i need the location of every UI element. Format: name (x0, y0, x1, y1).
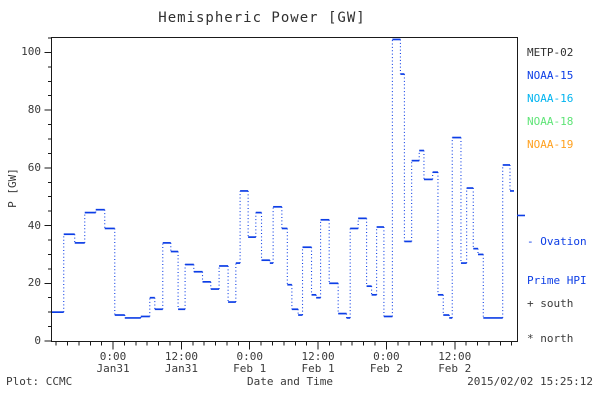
x-tick-time: 12:00 (438, 350, 472, 363)
x-tick-date: Feb 2 (369, 361, 403, 375)
y-tick-label: 40 (27, 218, 41, 232)
y-tick-label: 20 (27, 276, 41, 290)
legend-ovation-prime-hpi: - Ovation Prime HPI (527, 209, 587, 313)
plot-source-label: Plot: CCMC (6, 375, 73, 388)
chart-title: Hemispheric Power [GW] (158, 10, 366, 26)
legend-north-marker: * north (527, 332, 574, 345)
legend-entry-noaa-19: NOAA-19 (527, 138, 574, 152)
legend-south-marker: + south (527, 297, 574, 310)
x-tick-time: 12:00 (301, 350, 335, 363)
x-tick-date: Feb 1 (301, 361, 335, 375)
x-tick-date: Jan31 (96, 361, 130, 375)
legend-ovation-line1: - Ovation (527, 235, 587, 248)
x-tick-time: 12:00 (164, 350, 198, 363)
x-tick-label: 0:00 Jan31 (73, 351, 153, 374)
legend-entry-noaa-16: NOAA-16 (527, 91, 574, 105)
x-tick-label: 12:00 Feb 2 (415, 351, 495, 374)
plot-frame (51, 37, 518, 342)
y-tick-label: 100 (21, 45, 41, 59)
x-tick-date: Feb 1 (233, 361, 267, 375)
x-tick-time: 0:00 (99, 350, 127, 363)
x-tick-label: 0:00 Feb 2 (346, 351, 426, 374)
x-tick-label: 12:00 Jan31 (141, 351, 221, 374)
plot-timestamp: 2015/02/02 15:25:12 (467, 375, 593, 388)
legend-entry-metp-02: METP-02 (527, 45, 574, 59)
legend-ovation-line2: Prime HPI (527, 274, 587, 287)
y-tick-label: 80 (27, 103, 41, 117)
x-axis-label: Date and Time (246, 375, 334, 388)
x-tick-label: 0:00 Feb 1 (210, 351, 290, 374)
x-tick-label: 12:00 Feb 1 (278, 351, 358, 374)
legend-entry-noaa-18: NOAA-18 (527, 115, 574, 129)
x-tick-date: Feb 2 (438, 361, 472, 375)
x-tick-date: Jan31 (164, 361, 198, 375)
y-tick-label: 60 (27, 160, 41, 174)
x-tick-time: 0:00 (373, 350, 400, 363)
x-tick-time: 0:00 (236, 350, 263, 363)
y-tick-label: 0 (34, 334, 41, 347)
legend-entry-noaa-15: NOAA-15 (527, 68, 574, 82)
